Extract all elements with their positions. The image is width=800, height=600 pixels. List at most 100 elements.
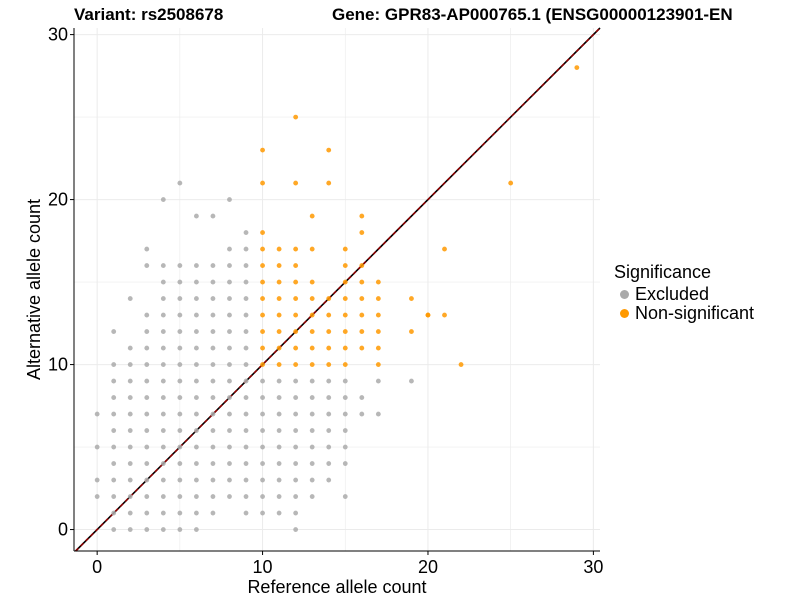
point-excluded bbox=[160, 329, 166, 334]
point-excluded bbox=[276, 378, 282, 384]
point-excluded bbox=[260, 411, 265, 417]
point-non-significant bbox=[293, 362, 299, 367]
point-excluded bbox=[293, 395, 299, 400]
point-excluded bbox=[177, 428, 183, 433]
chart-title-variant: Variant: rs2508678 bbox=[74, 5, 224, 24]
x-tick-label: 30 bbox=[583, 557, 603, 577]
x-tick-label: 20 bbox=[418, 557, 438, 577]
point-non-significant bbox=[342, 345, 348, 351]
point-excluded bbox=[194, 279, 199, 285]
point-excluded bbox=[359, 411, 365, 417]
point-excluded bbox=[227, 246, 232, 252]
point-excluded bbox=[326, 378, 332, 384]
point-excluded bbox=[160, 362, 166, 367]
point-excluded bbox=[194, 329, 199, 334]
point-excluded bbox=[243, 395, 249, 400]
point-excluded bbox=[293, 411, 299, 417]
point-excluded bbox=[227, 197, 232, 202]
point-non-significant bbox=[309, 279, 315, 285]
point-excluded bbox=[210, 395, 216, 400]
point-excluded bbox=[243, 428, 249, 433]
point-excluded bbox=[160, 411, 166, 417]
point-non-significant bbox=[326, 362, 332, 367]
point-excluded bbox=[342, 378, 348, 384]
y-tick-label: 0 bbox=[58, 520, 68, 540]
point-non-significant bbox=[309, 362, 315, 367]
point-excluded bbox=[177, 362, 183, 367]
point-excluded bbox=[160, 527, 166, 532]
point-excluded bbox=[144, 461, 150, 466]
point-excluded bbox=[127, 494, 133, 499]
x-axis-title: Reference allele count bbox=[247, 577, 426, 597]
point-excluded bbox=[227, 312, 232, 318]
point-non-significant bbox=[260, 296, 265, 301]
point-excluded bbox=[177, 444, 183, 450]
legend-marker-excluded bbox=[620, 290, 629, 299]
point-excluded bbox=[144, 411, 150, 417]
point-excluded bbox=[409, 378, 414, 384]
point-non-significant bbox=[260, 230, 265, 235]
point-excluded bbox=[194, 296, 199, 301]
point-excluded bbox=[326, 461, 332, 466]
point-excluded bbox=[177, 494, 183, 499]
point-excluded bbox=[309, 461, 315, 466]
point-non-significant bbox=[326, 345, 332, 351]
point-excluded bbox=[144, 428, 150, 433]
point-excluded bbox=[227, 461, 232, 466]
point-non-significant bbox=[293, 329, 299, 334]
point-non-significant bbox=[326, 329, 332, 334]
point-excluded bbox=[160, 197, 166, 202]
point-excluded bbox=[210, 213, 216, 219]
point-non-significant bbox=[342, 362, 348, 367]
point-excluded bbox=[276, 477, 282, 483]
point-non-significant bbox=[359, 213, 365, 219]
point-excluded bbox=[243, 329, 249, 334]
point-excluded bbox=[210, 428, 216, 433]
point-non-significant bbox=[260, 362, 265, 367]
point-excluded bbox=[276, 461, 282, 466]
point-excluded bbox=[243, 312, 249, 318]
point-non-significant bbox=[293, 263, 299, 268]
point-excluded bbox=[160, 378, 166, 384]
point-non-significant bbox=[375, 329, 381, 334]
point-excluded bbox=[260, 444, 265, 450]
legend-label-non-significant: Non-significant bbox=[635, 303, 755, 323]
point-excluded bbox=[293, 494, 299, 499]
point-excluded bbox=[177, 329, 183, 334]
point-non-significant bbox=[276, 263, 282, 268]
point-excluded bbox=[127, 378, 133, 384]
point-non-significant bbox=[375, 296, 381, 301]
point-excluded bbox=[227, 378, 232, 384]
point-non-significant bbox=[309, 296, 315, 301]
point-non-significant bbox=[342, 329, 348, 334]
point-non-significant bbox=[293, 180, 299, 186]
point-excluded bbox=[127, 510, 133, 516]
point-non-significant bbox=[359, 230, 365, 235]
point-excluded bbox=[342, 461, 348, 466]
point-excluded bbox=[210, 329, 216, 334]
point-excluded bbox=[144, 345, 150, 351]
point-excluded bbox=[359, 395, 365, 400]
point-excluded bbox=[177, 279, 183, 285]
point-non-significant bbox=[293, 345, 299, 351]
point-excluded bbox=[243, 362, 249, 367]
point-excluded bbox=[194, 378, 199, 384]
point-excluded bbox=[326, 428, 332, 433]
point-non-significant bbox=[375, 345, 381, 351]
point-excluded bbox=[243, 378, 249, 384]
point-excluded bbox=[210, 279, 216, 285]
point-excluded bbox=[227, 477, 232, 483]
point-excluded bbox=[144, 263, 150, 268]
point-excluded bbox=[144, 378, 150, 384]
y-tick-label: 20 bbox=[48, 190, 68, 210]
point-excluded bbox=[243, 411, 249, 417]
point-excluded bbox=[293, 510, 299, 516]
point-excluded bbox=[127, 428, 133, 433]
point-excluded bbox=[326, 395, 332, 400]
legend-marker-non-significant bbox=[620, 309, 629, 318]
legend-title: Significance bbox=[614, 262, 712, 282]
legend-label-excluded: Excluded bbox=[635, 284, 710, 304]
point-non-significant bbox=[309, 345, 315, 351]
point-excluded bbox=[276, 411, 282, 417]
point-excluded bbox=[210, 510, 216, 516]
